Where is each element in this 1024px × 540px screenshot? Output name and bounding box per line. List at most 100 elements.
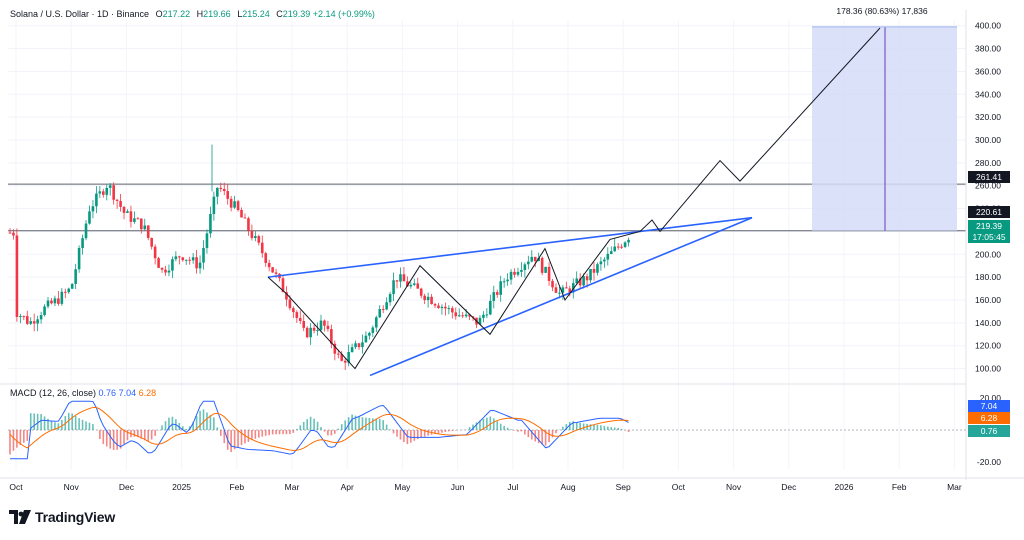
macd-hist-bar [451, 430, 454, 431]
candle-body [482, 314, 485, 318]
macd-hist-bar [292, 430, 295, 433]
candle-body [143, 225, 147, 230]
candle-body [489, 300, 492, 315]
x-tick-label: Feb [892, 482, 907, 492]
macd-hist-bar [496, 421, 499, 430]
x-tick-label: Nov [726, 482, 742, 492]
candle-body [67, 288, 71, 293]
y-tick-label: 300.00 [975, 135, 1001, 145]
macd-hist-bar [81, 419, 84, 430]
macd-value-2: 7.04 [118, 388, 137, 398]
candle-body [568, 288, 572, 293]
macd-hist-bar [427, 430, 429, 436]
candle-body [229, 198, 233, 208]
y-tick-label: 180.00 [975, 272, 1001, 282]
macd-hist-bar [140, 430, 143, 439]
macd-hist-bar [230, 430, 232, 453]
candle-body [112, 185, 115, 200]
macd-hist-bar [206, 412, 208, 430]
candle-body [63, 291, 67, 293]
x-tick-label: Jun [451, 482, 465, 492]
candle-body [319, 320, 323, 330]
candle-body [423, 295, 426, 301]
candle-body [178, 256, 181, 258]
candle-body [136, 218, 140, 220]
candle-body [599, 261, 603, 265]
candle-body [533, 256, 537, 262]
candle-body [288, 299, 292, 309]
candle-body [298, 317, 302, 321]
candle-body [350, 347, 354, 353]
macd-hist-bar [154, 430, 156, 436]
candle-body [492, 292, 496, 301]
x-tick-label: Oct [9, 482, 23, 492]
macd-hist-bar [489, 416, 492, 430]
candle-body [323, 320, 326, 326]
candle-body [102, 191, 105, 195]
macd-hist-bar [513, 430, 516, 431]
tradingview-logo-icon [9, 510, 31, 524]
macd-hist-bar [503, 425, 505, 430]
candle-body [119, 200, 122, 207]
candle-body [509, 271, 513, 280]
candle-body [527, 261, 530, 265]
candle-body [385, 302, 388, 310]
candle-body [447, 308, 451, 310]
macd-hist-bar [548, 430, 550, 443]
candle-body [388, 294, 392, 303]
macd-hist-bar [347, 417, 350, 430]
candle-body [537, 257, 540, 262]
candle-body [226, 191, 229, 199]
candle-body [212, 196, 216, 215]
macd-hist-bar [12, 430, 15, 451]
macd-hist-bar [444, 430, 447, 432]
candle-body [374, 317, 378, 328]
macd-hist-bar [123, 430, 125, 445]
macd-hist-bar [57, 423, 60, 430]
macd-tick-label: -20.00 [977, 457, 1001, 467]
candle-body [502, 281, 506, 283]
macd-hist-bar [593, 424, 595, 430]
candle-body [95, 193, 98, 207]
macd-hist-bar [102, 430, 105, 445]
tradingview-logo[interactable]: TradingView [9, 509, 115, 525]
macd-hist-bar [530, 430, 533, 440]
candle-body [544, 266, 547, 273]
y-tick-label: 160.00 [975, 295, 1001, 305]
candle-body [516, 271, 520, 275]
candle-body [540, 257, 544, 273]
macd-hist-bar [278, 430, 281, 435]
candle-body [409, 284, 413, 287]
macd-hist-bar [572, 421, 575, 430]
candle-body [506, 279, 509, 282]
macd-hist-bar [389, 429, 391, 430]
macd-hist-bar [575, 422, 578, 430]
candle-body [585, 276, 589, 281]
macd-hist-bar [133, 430, 136, 437]
symbol-title: Solana / U.S. Dollar · 1D · Binance [10, 9, 150, 19]
macd-hist-bar [92, 424, 94, 430]
candle-body [205, 233, 209, 248]
candle-body [381, 309, 385, 311]
y-tick-label: 340.00 [975, 89, 1001, 99]
x-tick-label: Dec [781, 482, 797, 492]
candle-body [561, 287, 565, 293]
macd-hist-bar [275, 430, 277, 435]
candle-body [406, 281, 409, 287]
candle-body [153, 246, 157, 259]
macd-hist-bar [99, 430, 101, 440]
candle-body [50, 300, 53, 304]
candle-body [19, 316, 22, 318]
drawings [267, 27, 881, 377]
candle-body [181, 257, 185, 261]
candle-body [444, 306, 447, 309]
candle-body [554, 287, 558, 293]
candle-body [216, 187, 219, 197]
macd-hist-bar [209, 415, 212, 430]
candle-body [333, 343, 337, 354]
candle-body [36, 319, 39, 324]
macd-hist-bar [624, 430, 626, 431]
macd-hist-bar [164, 421, 167, 430]
candle-body [243, 217, 247, 219]
